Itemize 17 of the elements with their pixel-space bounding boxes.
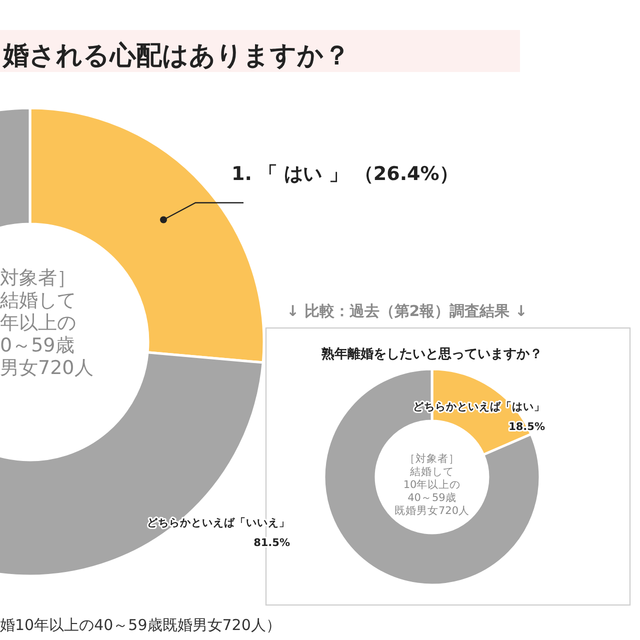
slice-label: 1. 「 はい 」: [231, 162, 354, 185]
text: 対象者］: [0, 267, 76, 289]
text: 結婚して: [0, 290, 76, 312]
chart-title: 婚される心配はありますか？: [2, 41, 350, 71]
data-label: 81.5%: [254, 537, 290, 549]
data-label: （26.4%）: [354, 162, 458, 185]
text: 婚10年以上の40～59歳既婚男女720人）: [0, 616, 281, 634]
text: 結婚して: [409, 466, 454, 478]
text: ［対象者］: [404, 452, 460, 465]
chart-title: 熟年離婚をしたいと思っていますか？: [320, 346, 542, 362]
text: 年以上の: [0, 312, 76, 334]
text: 0～59歳: [0, 334, 74, 356]
text: 40～59歳: [408, 491, 456, 504]
text: 男女720人: [0, 357, 94, 379]
text: 10年以上の: [403, 478, 461, 491]
chart-subtitle: ↓ 比較：過去（第2報）調査結果 ↓: [286, 302, 528, 320]
text: 既婚男女720人: [394, 505, 470, 517]
